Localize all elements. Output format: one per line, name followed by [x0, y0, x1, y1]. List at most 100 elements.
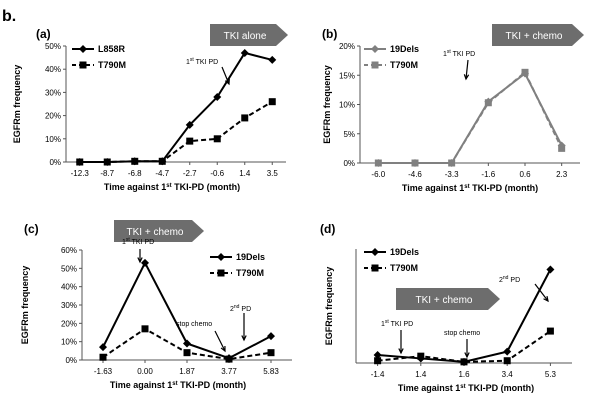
- data-point: [460, 358, 468, 366]
- annotation-arrowhead: [241, 335, 247, 342]
- x-axis-label-part: TKI-PD (month): [172, 182, 240, 192]
- panel-label: (d): [320, 222, 335, 236]
- x-axis-label-part: st: [460, 384, 465, 390]
- annotation-main: 1: [381, 321, 385, 328]
- x-tick-label: -8.7: [100, 169, 114, 178]
- annotation-text: 2nd PD: [230, 304, 251, 313]
- legend-label: T790M: [98, 60, 126, 70]
- series-line: [377, 330, 551, 363]
- data-point: [186, 137, 194, 145]
- y-tick-label: 10%: [61, 338, 77, 347]
- data-point: [484, 99, 492, 107]
- annotation-text: 1st TKI PD: [186, 57, 218, 66]
- x-axis-label-part: st: [464, 184, 469, 190]
- x-tick-label: -0.6: [210, 169, 224, 178]
- data-point: [131, 157, 139, 165]
- y-tick-label: 10%: [339, 101, 355, 110]
- legend-label: 19Dels: [390, 44, 419, 54]
- y-tick-label: 20%: [339, 42, 355, 51]
- y-tick-label: 15%: [339, 71, 355, 80]
- data-point: [213, 93, 222, 102]
- legend-label: 19Dels: [390, 247, 419, 257]
- x-axis-label: Time against 1st TKI-PD (month): [110, 380, 246, 390]
- x-tick-label: 3.5: [267, 169, 279, 178]
- annotation-rest: TKI PD: [451, 51, 475, 58]
- y-tick-label: 60%: [61, 246, 77, 255]
- data-point: [558, 144, 566, 152]
- panel-label: (c): [24, 222, 39, 236]
- annotation-arrow: [221, 66, 230, 85]
- data-point: [448, 159, 456, 167]
- data-point: [225, 355, 233, 363]
- annotation-text: 1st TKI PD: [443, 49, 475, 58]
- x-tick-label: 3.4: [502, 370, 514, 379]
- x-axis-label-part: TKI-PD (month): [466, 383, 534, 393]
- banner-label: TKI + chemo: [416, 295, 473, 306]
- legend-label: T790M: [236, 268, 264, 278]
- data-point: [158, 157, 166, 165]
- data-point: [521, 68, 529, 76]
- annotation-rest: PD: [508, 277, 520, 284]
- series-line: [377, 269, 552, 363]
- data-point: [417, 352, 425, 360]
- annotation-sup: st: [126, 237, 131, 243]
- x-axis-label-part: st: [166, 183, 171, 189]
- x-axis-label-part: Time against 1: [398, 383, 460, 393]
- panel-label: (a): [36, 27, 51, 41]
- annotation-sup: nd: [503, 275, 509, 281]
- x-axis-label: Time against 1st TKI-PD (month): [104, 182, 240, 192]
- x-tick-label: 1.6: [458, 370, 470, 379]
- series-line: [378, 71, 563, 164]
- panel-label: (b): [322, 27, 337, 41]
- x-tick-label: -4.7: [155, 169, 169, 178]
- y-tick-label: 5%: [343, 130, 355, 139]
- series-line: [79, 100, 273, 163]
- annotation-text: 1st TKI PD: [122, 237, 154, 246]
- data-point: [268, 55, 277, 64]
- x-axis-label-part: TKI-PD (month): [470, 183, 538, 193]
- x-axis-label: Time against 1st TKI-PD (month): [402, 183, 538, 193]
- legend-marker: [79, 45, 87, 53]
- annotation-main: 1: [122, 239, 126, 246]
- annotation-text: stop chemo: [176, 321, 212, 328]
- data-point: [374, 357, 382, 365]
- x-tick-label: -6.0: [371, 170, 385, 179]
- data-point: [183, 349, 191, 357]
- legend-marker: [371, 45, 379, 53]
- annotation-rest: PD: [239, 306, 251, 313]
- y-tick-label: 30%: [61, 301, 77, 310]
- y-tick-label: 0%: [65, 356, 77, 365]
- x-tick-label: -2.7: [183, 169, 197, 178]
- chart-panel: (c) TKI + chemo 0% 10% 20% 30% 40% 50% 60% -1.63 0…: [20, 220, 292, 390]
- legend-marker: [371, 248, 379, 256]
- x-tick-label: -1.6: [481, 170, 495, 179]
- data-point: [503, 357, 511, 365]
- chart-panel: (d) TKI + chemo -1.4 1.4 1.6 3.4 5.3 EGFRm freq…: [320, 222, 572, 393]
- x-tick-label: 5.3: [545, 370, 557, 379]
- legend-marker: [217, 253, 225, 261]
- y-axis-label: EGFRm frequency: [322, 65, 332, 144]
- chart-panel: (b) TKI + chemo 0% 5% 10% 15% 20% -6.0 -4.6 -3.3 -…: [322, 24, 584, 193]
- x-tick-label: 1.4: [239, 169, 251, 178]
- y-tick-label: 40%: [61, 283, 77, 292]
- data-point: [241, 114, 249, 122]
- x-axis-label-part: Time against 1: [110, 380, 172, 390]
- banner-arrow: [210, 24, 288, 46]
- data-point: [240, 48, 249, 57]
- x-tick-label: -4.6: [408, 170, 422, 179]
- annotation-arrow: [534, 283, 549, 302]
- annotation-sup: st: [385, 319, 390, 325]
- annotation-main: 2: [499, 277, 503, 284]
- y-tick-label: 10%: [45, 135, 61, 144]
- annotation-arrow: [214, 330, 226, 352]
- data-point: [76, 158, 84, 166]
- x-axis-label-part: st: [172, 381, 177, 387]
- y-tick-label: 20%: [45, 112, 61, 121]
- annotation-main: stop chemo: [444, 330, 480, 337]
- annotation-arrowhead: [220, 345, 226, 353]
- banner-arrow: [492, 24, 584, 46]
- annotation-main: stop chemo: [176, 321, 212, 328]
- data-point: [374, 159, 382, 167]
- chart-panel: (a) TKI alone 0% 10% 20% 30% 40% 50% -12.3 -8.7 -6…: [12, 24, 288, 192]
